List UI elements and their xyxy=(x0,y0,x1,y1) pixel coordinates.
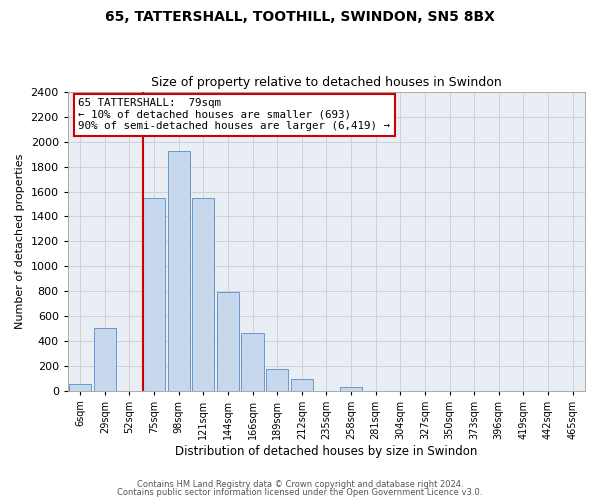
Bar xyxy=(340,387,362,390)
Bar xyxy=(167,150,190,390)
Bar xyxy=(69,384,91,390)
Text: 65 TATTERSHALL:  79sqm
← 10% of detached houses are smaller (693)
90% of semi-de: 65 TATTERSHALL: 79sqm ← 10% of detached … xyxy=(78,98,390,131)
Text: Contains HM Land Registry data © Crown copyright and database right 2024.: Contains HM Land Registry data © Crown c… xyxy=(137,480,463,489)
Title: Size of property relative to detached houses in Swindon: Size of property relative to detached ho… xyxy=(151,76,502,90)
Y-axis label: Number of detached properties: Number of detached properties xyxy=(15,154,25,329)
Text: 65, TATTERSHALL, TOOTHILL, SWINDON, SN5 8BX: 65, TATTERSHALL, TOOTHILL, SWINDON, SN5 … xyxy=(105,10,495,24)
Bar xyxy=(291,380,313,390)
Bar xyxy=(241,334,263,390)
X-axis label: Distribution of detached houses by size in Swindon: Distribution of detached houses by size … xyxy=(175,444,478,458)
Text: Contains public sector information licensed under the Open Government Licence v3: Contains public sector information licen… xyxy=(118,488,482,497)
Bar xyxy=(192,198,214,390)
Bar xyxy=(94,328,116,390)
Bar xyxy=(217,292,239,390)
Bar xyxy=(266,369,288,390)
Bar xyxy=(143,198,165,390)
